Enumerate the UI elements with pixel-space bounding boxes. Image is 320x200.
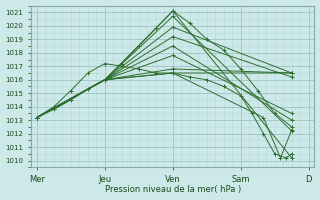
X-axis label: Pression niveau de la mer( hPa ): Pression niveau de la mer( hPa ): [105, 185, 241, 194]
